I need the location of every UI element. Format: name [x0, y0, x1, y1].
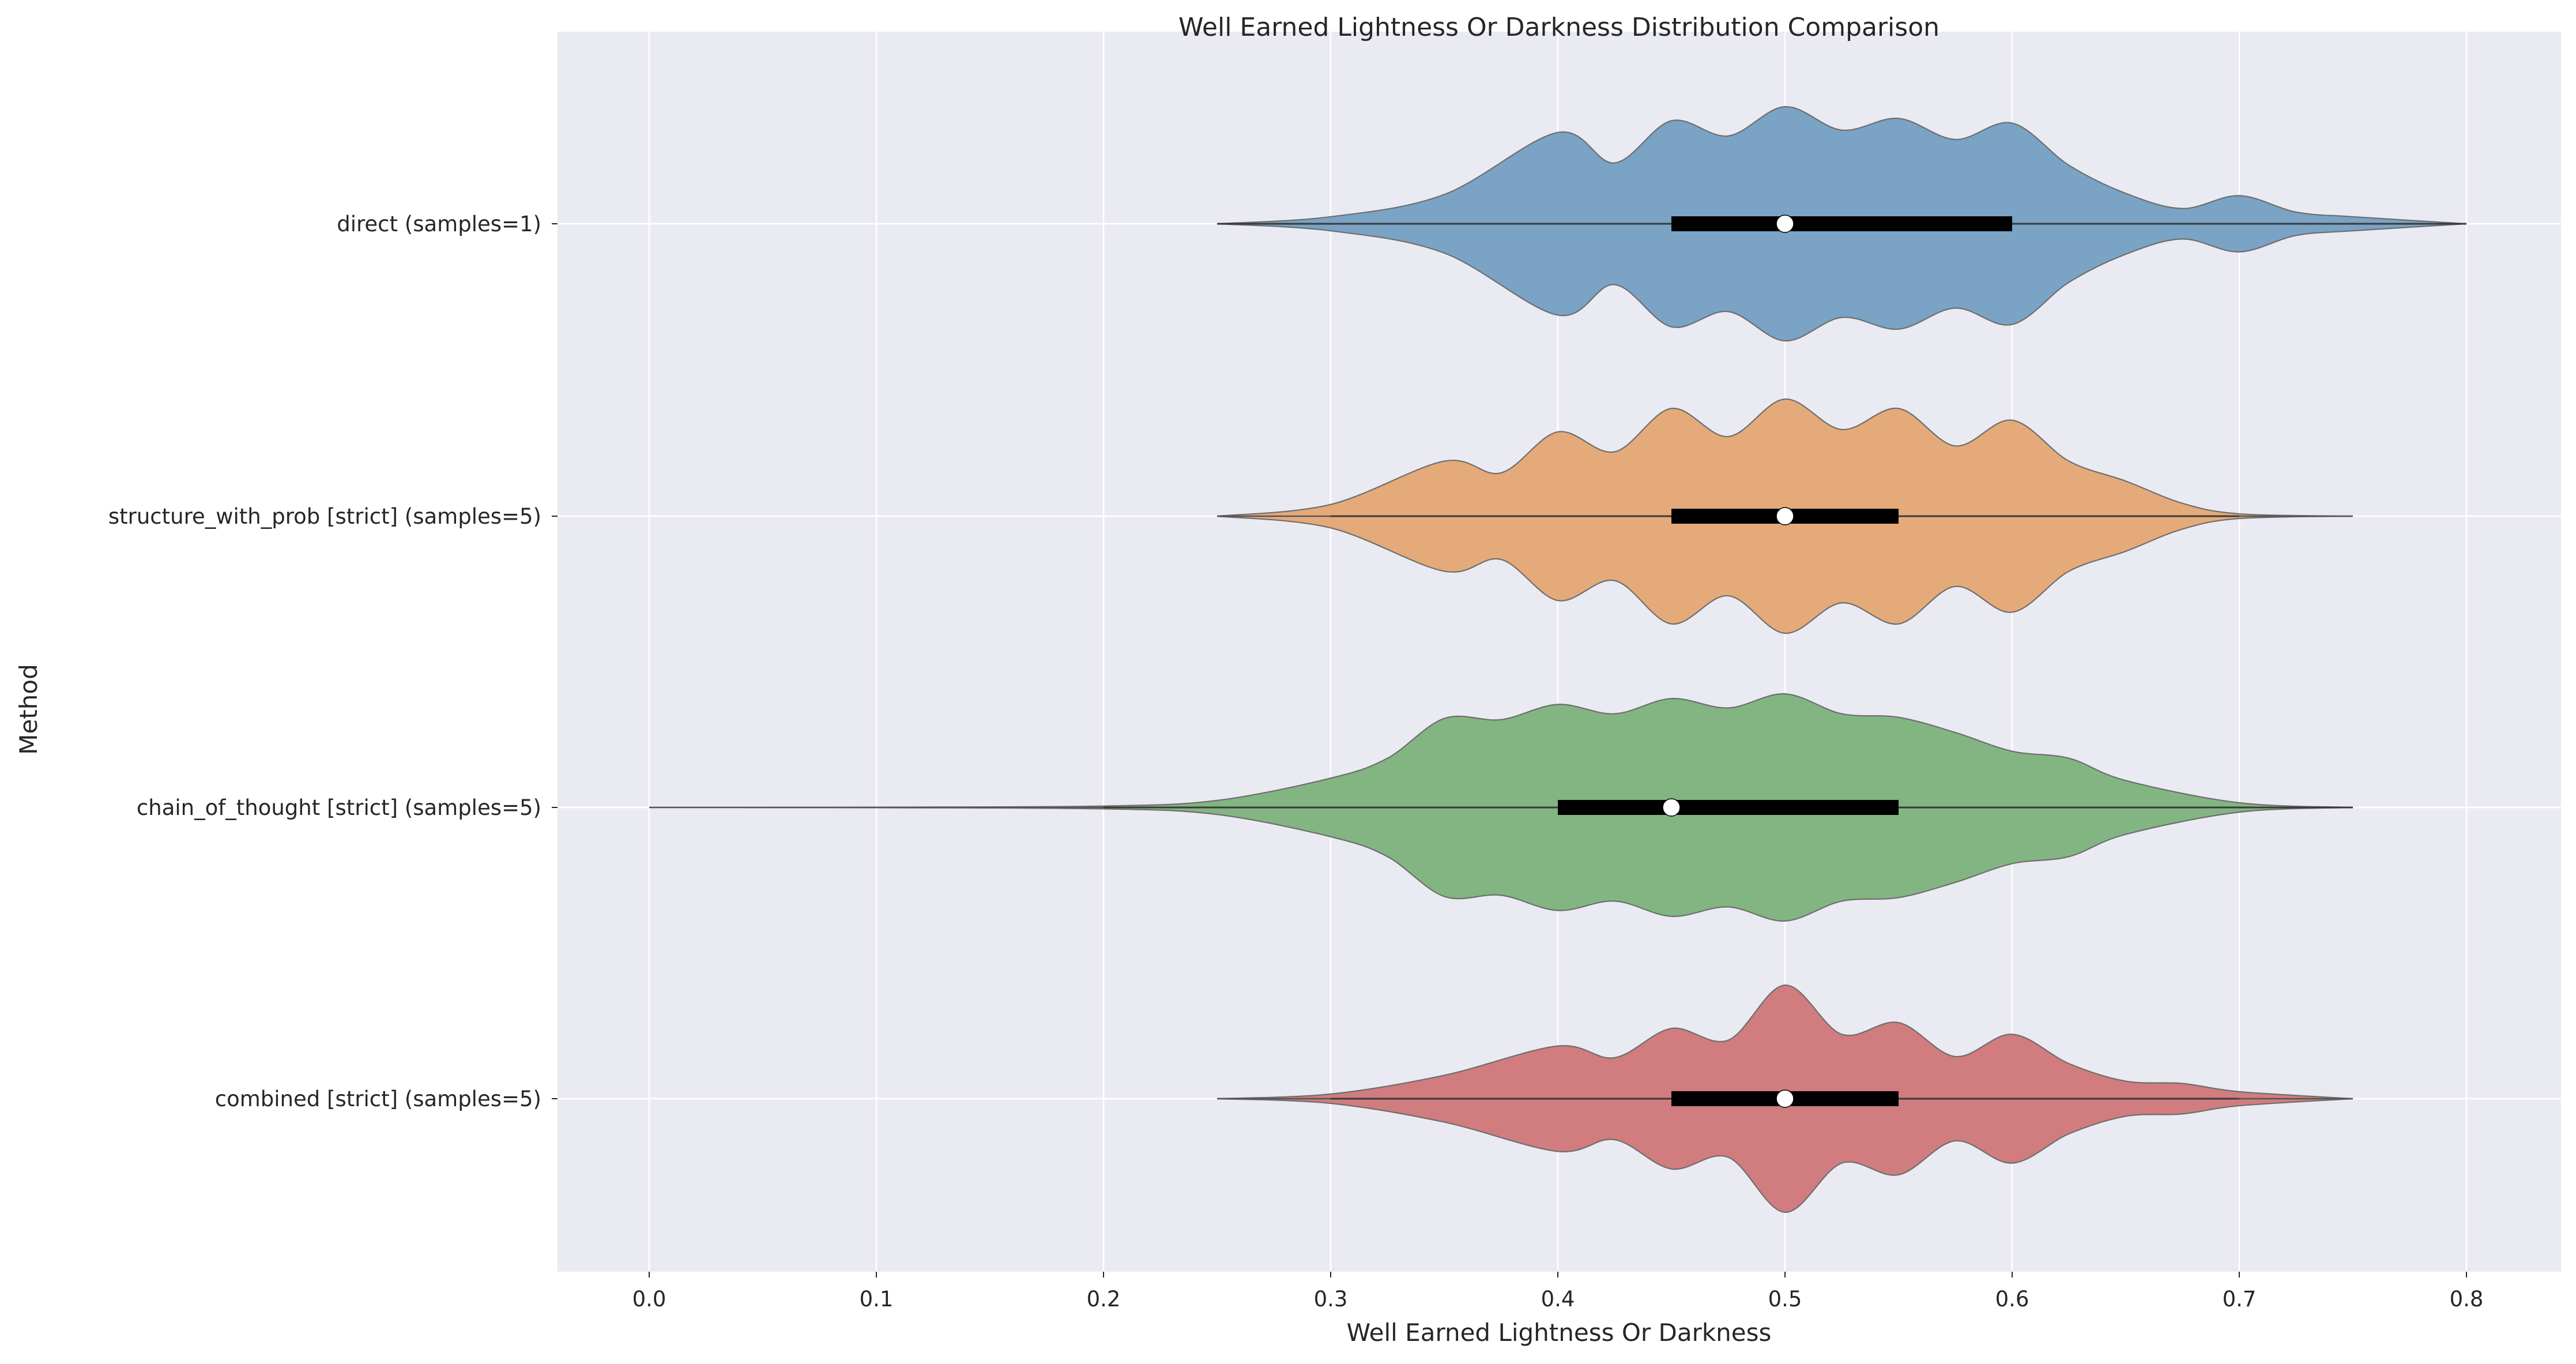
iqr-box	[1558, 800, 1899, 815]
iqr-box	[1671, 216, 2012, 231]
x-tick-label: 0.5	[1768, 1287, 1802, 1312]
median-marker	[1662, 798, 1681, 817]
x-tick-label: 0.0	[632, 1287, 666, 1312]
violin-group	[649, 693, 2353, 922]
y-tick-label: structure_with_prob [strict] (samples=5)	[108, 504, 541, 529]
x-axis-ticks: 0.0 0.1 0.2 0.3 0.4 0.5 0.6 0.7 0.8	[632, 1272, 2484, 1312]
x-tick-label: 0.8	[2450, 1287, 2484, 1312]
x-tick-label: 0.3	[1314, 1287, 1348, 1312]
x-tick-label: 0.4	[1541, 1287, 1575, 1312]
x-tick-label: 0.7	[2223, 1287, 2257, 1312]
median-marker	[1776, 507, 1794, 525]
y-tick-label: direct (samples=1)	[337, 212, 541, 236]
chart-title: Well Earned Lightness Or Darkness Distri…	[1178, 13, 1939, 42]
y-tick-label: combined [strict] (samples=5)	[215, 1087, 541, 1111]
violin-group	[1217, 106, 2467, 342]
median-marker	[1776, 1089, 1794, 1108]
x-tick-label: 0.2	[1087, 1287, 1121, 1312]
x-tick-label: 0.1	[860, 1287, 894, 1312]
x-tick-label: 0.6	[1995, 1287, 2029, 1312]
y-tick-label: chain_of_thought [strict] (samples=5)	[137, 795, 541, 820]
x-axis-label: Well Earned Lightness Or Darkness	[1347, 1318, 1772, 1347]
median-marker	[1776, 215, 1794, 233]
violin-group	[1217, 398, 2353, 634]
y-axis-ticks: direct (samples=1) structure_with_prob [s…	[108, 212, 558, 1111]
violins	[649, 106, 2467, 1213]
y-axis-label: Method	[14, 664, 43, 755]
violin-group	[1217, 984, 2353, 1213]
